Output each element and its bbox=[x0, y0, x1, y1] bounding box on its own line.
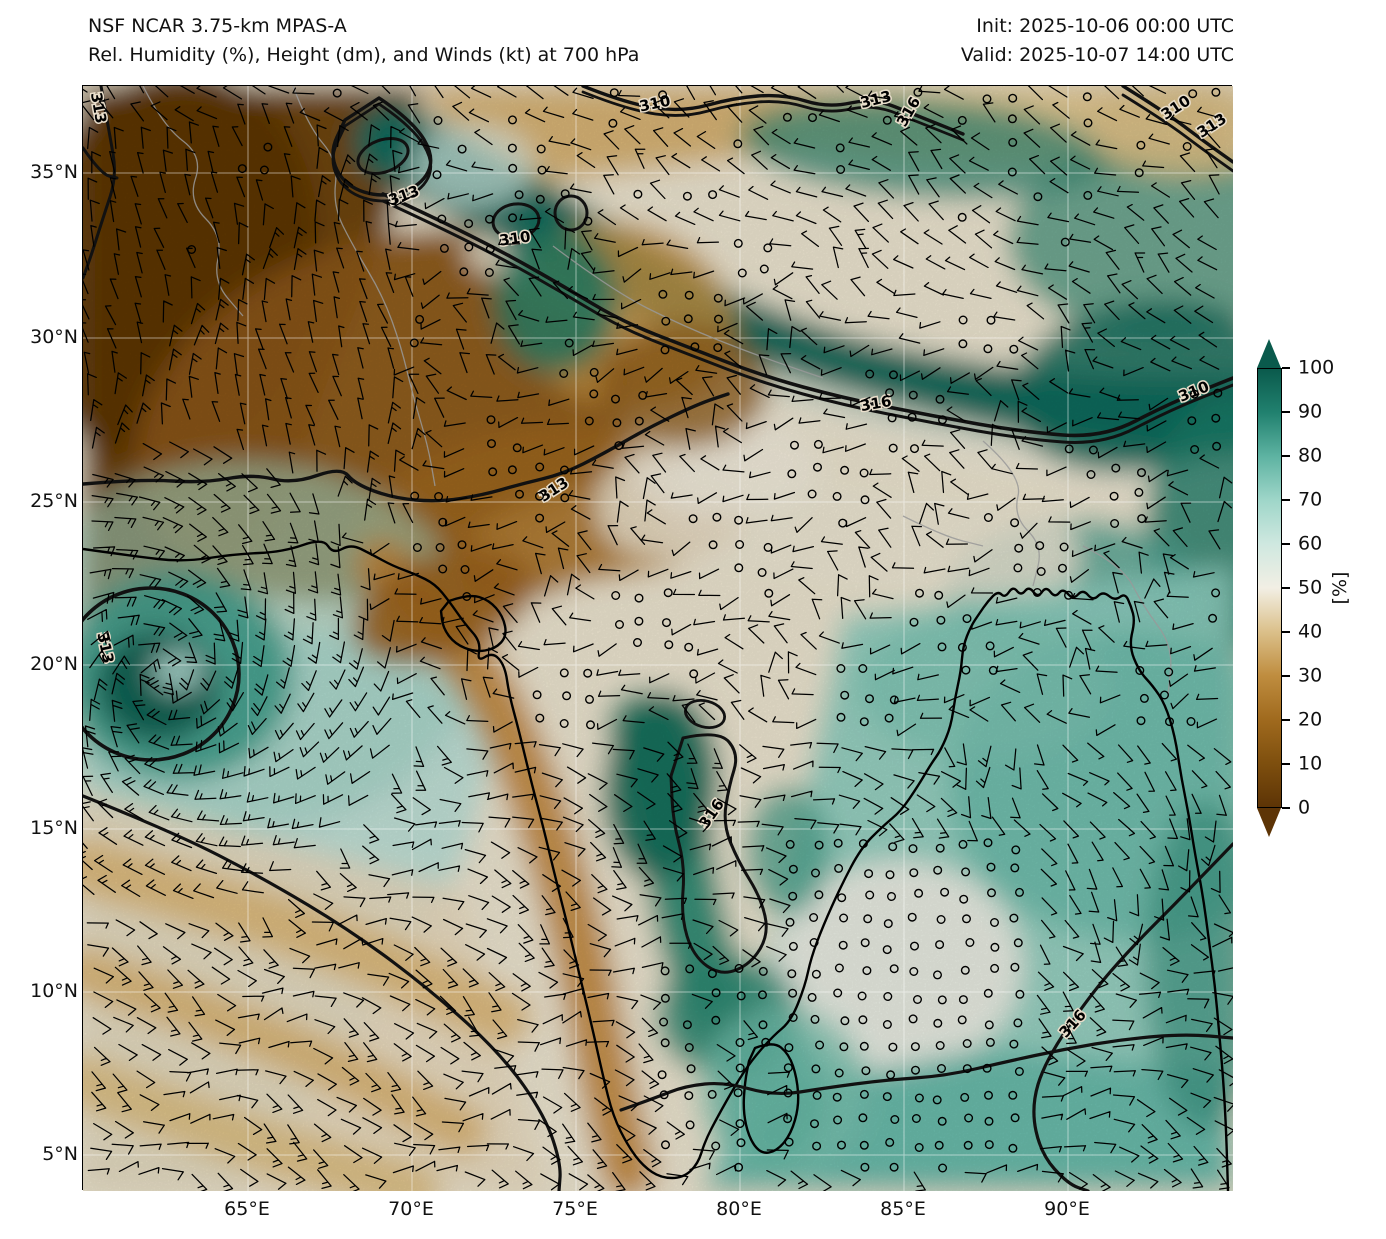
colorbar-tick-label: 30 bbox=[1298, 664, 1323, 687]
colorbar-tick-label: 70 bbox=[1298, 488, 1323, 511]
colorbar-tick bbox=[1282, 411, 1290, 413]
init-time: Init: 2025-10-06 00:00 UTC bbox=[976, 15, 1234, 37]
colorbar-tick bbox=[1282, 807, 1290, 809]
x-tick-label: 85°E bbox=[880, 1198, 926, 1220]
y-tick-label: 15°N bbox=[30, 817, 78, 839]
coastlines bbox=[83, 540, 1230, 1191]
colorbar-tick bbox=[1282, 675, 1290, 677]
colorbar-tick bbox=[1282, 587, 1290, 589]
colorbar-tick-label: 80 bbox=[1298, 444, 1323, 467]
figure-times: Init: 2025-10-06 00:00 UTC Valid: 2025-10… bbox=[961, 12, 1234, 70]
colorbar-tick-label: 0 bbox=[1298, 796, 1311, 819]
model-title: NSF NCAR 3.75-km MPAS-A bbox=[88, 15, 347, 37]
colorbar-extend-max-arrow bbox=[1257, 339, 1281, 368]
colorbar-extend-min-arrow bbox=[1257, 808, 1281, 837]
y-tick-label: 10°N bbox=[30, 980, 78, 1002]
colorbar-tick-label: 40 bbox=[1298, 620, 1323, 643]
field-title: Rel. Humidity (%), Height (dm), and Wind… bbox=[88, 44, 640, 66]
y-tick-label: 30°N bbox=[30, 326, 78, 348]
x-tick-label: 65°E bbox=[224, 1198, 270, 1220]
colorbar-tick bbox=[1282, 499, 1290, 501]
x-tick-label: 75°E bbox=[552, 1198, 598, 1220]
colorbar-tick bbox=[1282, 631, 1290, 633]
y-tick-label: 25°N bbox=[30, 490, 78, 512]
country-borders bbox=[142, 86, 1172, 697]
colorbar-tick bbox=[1282, 455, 1290, 457]
colorbar-tick bbox=[1282, 367, 1290, 369]
x-tick-label: 90°E bbox=[1044, 1198, 1090, 1220]
map-canvas: 313 310 313 316 310 313 313 310 316 310 313 313 316 3… bbox=[82, 85, 1233, 1191]
figure-titles: NSF NCAR 3.75-km MPAS-A Rel. Humidity (%)… bbox=[88, 12, 639, 70]
colorbar-tick-label: 100 bbox=[1298, 356, 1335, 379]
colorbar bbox=[1257, 368, 1282, 808]
y-tick-label: 35°N bbox=[30, 161, 78, 183]
colorbar-tick bbox=[1282, 543, 1290, 545]
colorbar-tick bbox=[1282, 719, 1290, 721]
wind-barbs bbox=[83, 86, 1233, 1191]
y-tick-label: 20°N bbox=[30, 653, 78, 675]
colorbar-tick-label: 10 bbox=[1298, 752, 1323, 775]
colorbar-tick-label: 50 bbox=[1298, 576, 1323, 599]
colorbar-tick bbox=[1282, 763, 1290, 765]
x-tick-label: 80°E bbox=[716, 1198, 762, 1220]
x-tick-label: 70°E bbox=[388, 1198, 434, 1220]
colorbar-unit-label: [%] bbox=[1329, 571, 1351, 605]
valid-time: Valid: 2025-10-07 14:00 UTC bbox=[960, 44, 1234, 66]
colorbar-tick-label: 90 bbox=[1298, 400, 1323, 423]
colorbar-tick-label: 60 bbox=[1298, 532, 1323, 555]
colorbar-tick-label: 20 bbox=[1298, 708, 1323, 731]
y-tick-label: 5°N bbox=[42, 1143, 78, 1165]
